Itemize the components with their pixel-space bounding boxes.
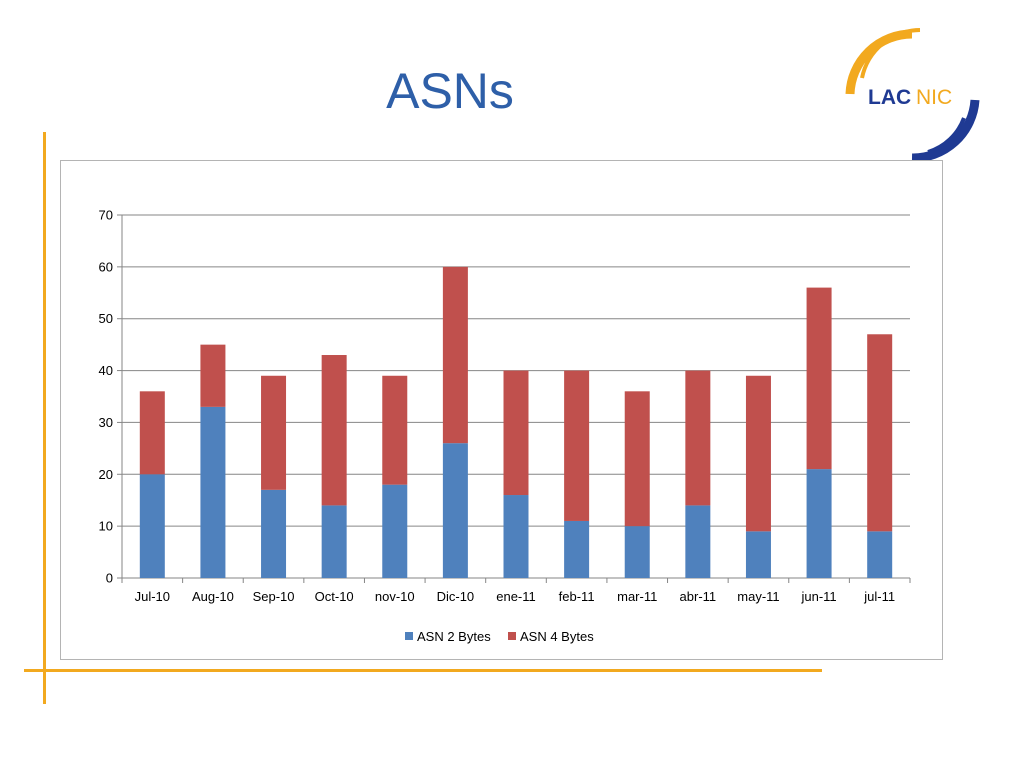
bar-asn2-may-11 [745,531,771,578]
y-tick-label: 30 [99,415,113,430]
bar-asn4-nov-10 [382,375,408,485]
bar-asn2-mar-11 [624,526,650,578]
legend-label-1: ASN 4 Bytes [520,629,594,644]
x-tick-label: jun-11 [800,589,836,604]
y-tick-label: 50 [99,311,113,326]
bar-asn4-oct-10 [321,355,347,506]
bar-asn2-oct-10 [321,505,347,578]
x-tick-label: Aug-10 [192,589,234,604]
bar-asn2-sep-10 [261,489,287,578]
x-tick-label: nov-10 [375,589,415,604]
slide-title: ASNs [386,63,514,119]
x-tick-label: mar-11 [617,589,657,604]
bar-asn2-feb-11 [564,520,590,578]
x-tick-label: Dic-10 [437,589,475,604]
logo-orange-arc-thin [860,28,921,79]
bar-asn2-jul-11 [867,531,893,578]
lacnic-logo: LAC NIC [845,28,980,163]
bar-asn4-jul-11 [867,334,893,532]
legend-swatch-1 [508,632,516,640]
bar-asn2-aug-10 [200,406,226,578]
logo-text-lac: LAC [868,86,911,109]
x-tick-label: may-11 [737,589,779,604]
bar-asn4-ene-11 [503,370,529,496]
y-tick-label: 70 [99,208,113,223]
y-tick-label: 20 [99,467,113,482]
x-tick-label: Oct-10 [315,589,354,604]
logo-blue-arc-thin [927,117,966,154]
bar-asn4-dic-10 [442,266,468,444]
y-tick-label: 10 [99,519,113,534]
bar-asn4-feb-11 [564,370,590,521]
x-tick-label: feb-11 [559,589,595,604]
x-tick-label: ene-11 [496,589,536,604]
bar-asn4-may-11 [745,375,771,532]
y-tick-label: 0 [106,571,113,586]
logo-blue-arc [911,99,980,163]
bar-asn2-ene-11 [503,495,529,578]
bar-asn2-abr-11 [685,505,711,578]
decor-vertical-line [43,132,46,704]
decor-horizontal-line [24,669,822,672]
x-tick-label: Sep-10 [253,589,295,604]
bar-asn2-dic-10 [442,443,468,578]
bar-asn4-aug-10 [200,344,226,407]
bar-asn4-abr-11 [685,370,711,506]
logo-text-nic: NIC [916,86,952,109]
stacked-bar-chart: 0 10 20 30 40 50 60 70 Jul-10 Aug-10 Sep-10 Oct-10 n… [99,208,911,644]
bar-asn4-mar-11 [624,391,650,527]
bar-asn2-jul-10 [139,474,165,578]
bar-asn2-jun-11 [806,469,832,578]
chart-frame: 0 10 20 30 40 50 60 70 Jul-10 Aug-10 Sep-10 Oct-10 n… [60,160,943,660]
bar-asn4-sep-10 [261,375,287,490]
y-tick-label: 40 [99,363,113,378]
bar-asn4-jun-11 [806,287,832,470]
x-tick-label: abr-11 [680,589,717,604]
bar-asn2-nov-10 [382,484,408,578]
y-tick-label: 60 [99,259,113,274]
legend-label-0: ASN 2 Bytes [417,629,491,644]
bar-asn4-jul-10 [139,391,165,475]
x-tick-label: jul-11 [863,589,895,604]
x-tick-label: Jul-10 [135,589,170,604]
legend-swatch-0 [405,632,413,640]
